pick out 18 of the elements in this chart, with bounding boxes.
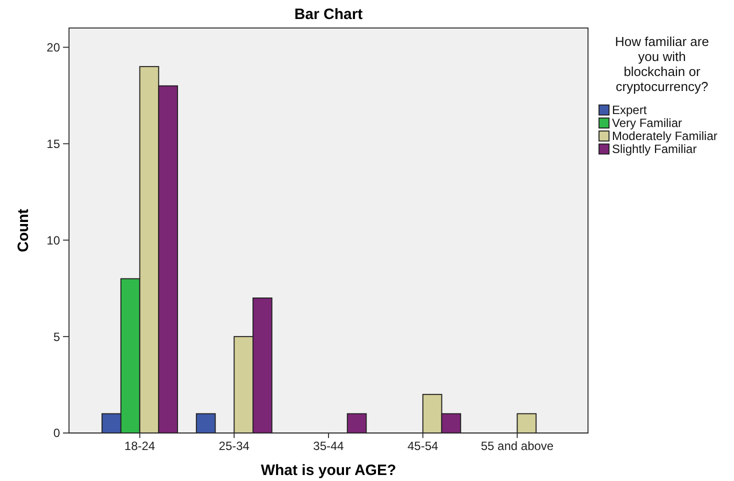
y-tick-label: 0 (53, 426, 60, 440)
legend-label: Slightly Familiar (612, 142, 697, 156)
legend-label: Expert (612, 103, 648, 117)
x-tick-label: 35-44 (313, 439, 344, 453)
y-axis-title: Count (15, 208, 32, 252)
x-axis-title: What is your AGE? (260, 462, 396, 479)
legend-label: Moderately Familiar (612, 129, 718, 143)
x-tick-label: 18-24 (124, 439, 156, 453)
legend-label: Very Familiar (612, 116, 682, 130)
x-tick-label: 55 and above (480, 439, 554, 453)
y-tick-label: 15 (46, 136, 60, 151)
y-tick-label: 20 (46, 40, 60, 54)
x-tick-label: 45-54 (408, 439, 439, 453)
legend-title: How familiar are you with blockchain or cryptocurrency? (615, 34, 709, 94)
chart-title: Bar Chart (294, 6, 363, 23)
y-tick-label: 5 (53, 330, 60, 344)
x-tick-label: 25-34 (218, 439, 250, 453)
y-tick-label: 10 (46, 233, 60, 248)
